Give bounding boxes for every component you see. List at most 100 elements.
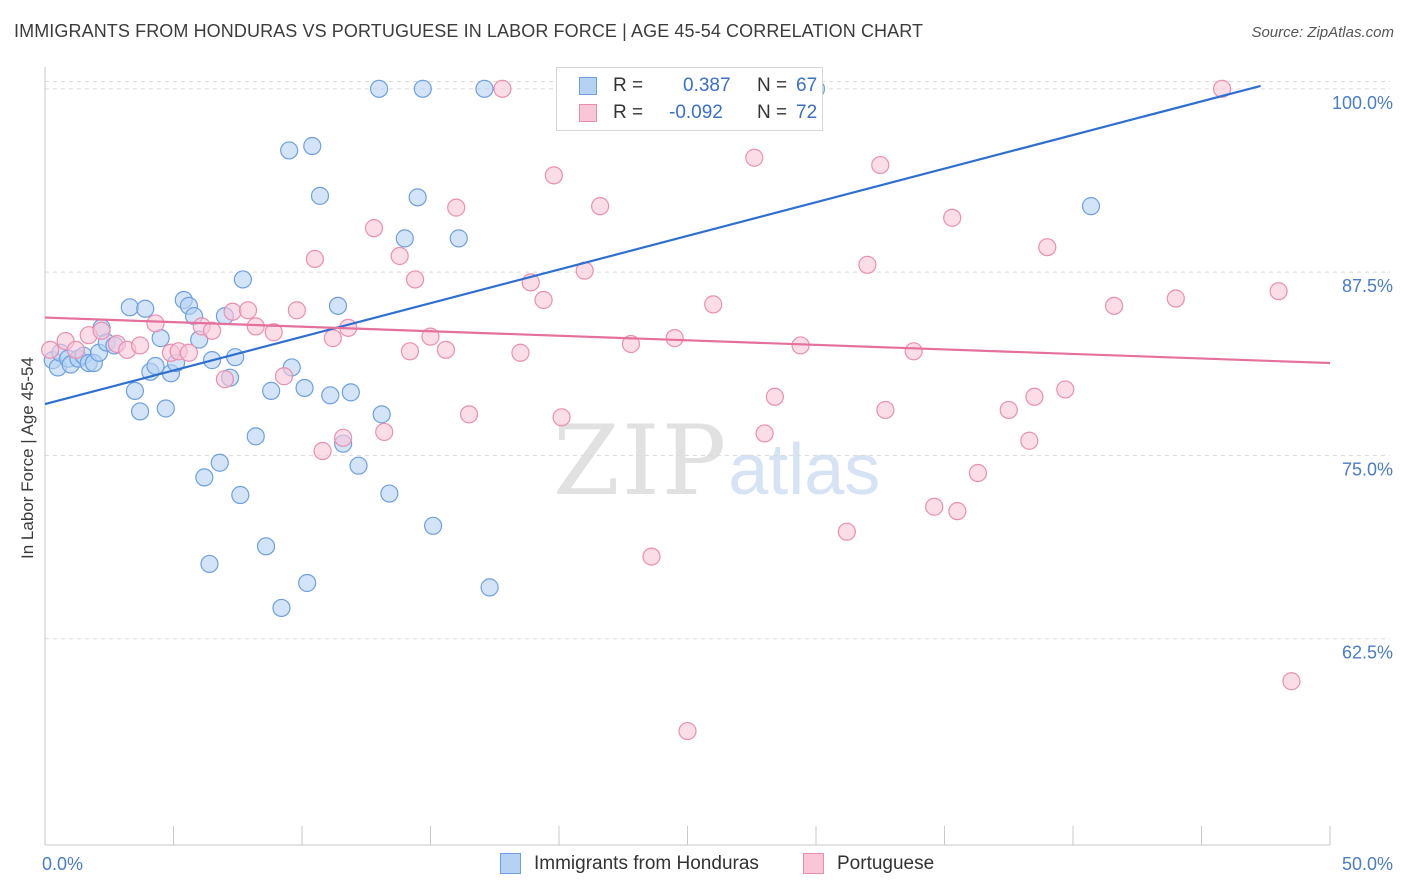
point-honduras[interactable] <box>349 456 368 475</box>
point-honduras[interactable] <box>395 229 414 248</box>
point-portuguese[interactable] <box>1056 380 1075 399</box>
point-portuguese[interactable] <box>765 387 784 406</box>
point-portuguese[interactable] <box>1020 431 1039 450</box>
point-portuguese[interactable] <box>202 321 222 340</box>
point-portuguese[interactable] <box>1269 282 1288 301</box>
point-honduras[interactable] <box>413 79 432 98</box>
point-portuguese[interactable] <box>364 219 384 238</box>
point-portuguese[interactable] <box>678 721 697 741</box>
point-honduras[interactable] <box>295 378 314 398</box>
point-portuguese[interactable] <box>968 463 988 483</box>
point-honduras[interactable] <box>226 348 245 367</box>
point-honduras[interactable] <box>1081 197 1101 216</box>
point-portuguese[interactable] <box>305 249 324 269</box>
point-portuguese[interactable] <box>591 197 610 216</box>
point-portuguese[interactable] <box>1282 672 1301 691</box>
point-portuguese[interactable] <box>876 400 895 420</box>
point-portuguese[interactable] <box>871 155 890 175</box>
point-honduras[interactable] <box>210 453 229 472</box>
point-honduras[interactable] <box>246 427 265 446</box>
point-portuguese[interactable] <box>246 317 265 336</box>
point-portuguese[interactable] <box>287 301 306 320</box>
point-honduras[interactable] <box>310 186 330 205</box>
point-honduras[interactable] <box>120 298 139 317</box>
point-portuguese[interactable] <box>130 336 150 355</box>
point-honduras[interactable] <box>370 79 389 98</box>
point-portuguese[interactable] <box>179 343 199 362</box>
point-honduras[interactable] <box>321 386 340 405</box>
point-portuguese[interactable] <box>511 343 530 362</box>
point-portuguese[interactable] <box>313 441 332 461</box>
y-tick-label: 62.5% <box>1342 643 1393 663</box>
point-portuguese[interactable] <box>665 329 684 348</box>
point-portuguese[interactable] <box>1105 296 1124 315</box>
point-portuguese[interactable] <box>1025 387 1044 406</box>
point-portuguese[interactable] <box>66 340 85 359</box>
point-portuguese[interactable] <box>948 502 967 521</box>
point-honduras[interactable] <box>156 399 175 418</box>
point-honduras[interactable] <box>372 405 391 424</box>
point-portuguese[interactable] <box>1038 238 1057 257</box>
point-portuguese[interactable] <box>146 314 165 333</box>
point-honduras[interactable] <box>328 296 348 315</box>
point-honduras[interactable] <box>195 468 214 487</box>
point-portuguese[interactable] <box>837 522 856 541</box>
point-honduras[interactable] <box>136 299 155 318</box>
point-portuguese[interactable] <box>390 246 409 266</box>
point-honduras[interactable] <box>280 141 299 160</box>
point-portuguese[interactable] <box>436 340 456 359</box>
point-portuguese[interactable] <box>745 148 764 167</box>
point-portuguese[interactable] <box>904 342 923 361</box>
legend-r-value: -0.092 <box>669 102 723 123</box>
point-honduras[interactable] <box>125 381 145 400</box>
point-honduras[interactable] <box>233 270 252 289</box>
point-honduras[interactable] <box>380 484 399 503</box>
point-honduras[interactable] <box>130 402 150 421</box>
point-portuguese[interactable] <box>544 166 563 185</box>
point-honduras[interactable] <box>480 578 499 597</box>
point-portuguese[interactable] <box>92 321 111 340</box>
point-honduras[interactable] <box>200 554 219 574</box>
point-honduras[interactable] <box>146 356 165 376</box>
point-portuguese[interactable] <box>755 424 774 443</box>
point-honduras[interactable] <box>423 516 443 535</box>
point-portuguese[interactable] <box>375 422 394 442</box>
point-portuguese[interactable] <box>1166 289 1185 308</box>
point-portuguese[interactable] <box>642 547 661 566</box>
point-portuguese[interactable] <box>1212 79 1232 98</box>
point-portuguese[interactable] <box>943 208 962 227</box>
point-portuguese[interactable] <box>274 367 294 386</box>
point-portuguese[interactable] <box>264 323 283 342</box>
point-portuguese[interactable] <box>493 79 512 98</box>
point-portuguese[interactable] <box>334 428 353 447</box>
point-portuguese[interactable] <box>41 340 60 359</box>
point-honduras[interactable] <box>303 136 322 156</box>
point-portuguese[interactable] <box>238 301 258 320</box>
point-portuguese[interactable] <box>621 334 641 354</box>
point-honduras[interactable] <box>231 485 250 505</box>
point-portuguese[interactable] <box>223 302 242 321</box>
point-portuguese[interactable] <box>552 408 571 427</box>
point-portuguese[interactable] <box>215 370 234 389</box>
point-honduras[interactable] <box>475 79 494 98</box>
point-portuguese[interactable] <box>447 198 466 217</box>
point-honduras[interactable] <box>298 573 317 593</box>
source-credit[interactable]: Source: ZipAtlas.com <box>1251 24 1394 41</box>
point-honduras[interactable] <box>256 537 276 556</box>
point-honduras[interactable] <box>272 598 291 618</box>
point-portuguese[interactable] <box>704 295 723 314</box>
point-honduras[interactable] <box>341 383 360 402</box>
point-portuguese[interactable] <box>534 290 553 310</box>
data-points <box>41 79 1301 741</box>
point-honduras[interactable] <box>449 229 468 248</box>
point-honduras[interactable] <box>408 188 427 207</box>
tick-labels: 62.5% 75.0% 87.5% 100.0% 0.0% 50.0% In Labor F… <box>18 93 1393 874</box>
point-honduras[interactable] <box>262 381 281 400</box>
point-portuguese[interactable] <box>323 329 342 348</box>
point-portuguese[interactable] <box>999 400 1018 420</box>
point-portuguese[interactable] <box>459 405 479 424</box>
point-portuguese[interactable] <box>858 255 877 274</box>
point-portuguese[interactable] <box>405 270 425 289</box>
point-portuguese[interactable] <box>400 342 420 361</box>
point-portuguese[interactable] <box>925 497 944 516</box>
